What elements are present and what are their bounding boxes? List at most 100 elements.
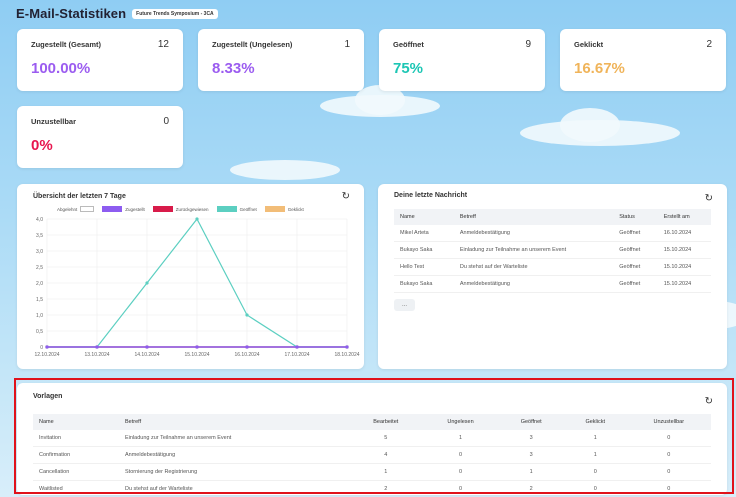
- legend-item[interactable]: Zugestellt: [102, 206, 145, 212]
- table-row[interactable]: Bukayo Saka Einladung zur Teilnahme an u…: [394, 241, 711, 259]
- cell-clicked: 1: [563, 430, 627, 447]
- legend-item[interactable]: Geöffnet: [216, 206, 257, 212]
- line-chart: 0 0,5 1,0 1,5 2,0 2,5 3,0 3,5 4,0 12.10.2024 13.10…: [34, 217, 359, 358]
- table-row[interactable]: Bukayo Saka Anmeldebestätigung Geöffnet …: [394, 275, 711, 293]
- column-header: Erstellt am: [657, 209, 711, 225]
- data-point: [145, 345, 149, 349]
- stat-count: 12: [157, 39, 169, 50]
- data-point: [195, 345, 199, 349]
- column-header: Betreff: [119, 414, 349, 430]
- event-badge: Future Trends Symposium - 3CA: [132, 8, 218, 19]
- legend-swatch: [152, 206, 173, 212]
- cell-unread: 0: [422, 480, 499, 495]
- stat-label: Geöffnet: [393, 40, 424, 49]
- cell-name: Waitlisted: [33, 480, 119, 495]
- cell-name: Invitation: [33, 430, 119, 447]
- column-header: Status: [613, 209, 658, 225]
- cell-unread: 0: [422, 446, 499, 464]
- legend-item[interactable]: Geklickt: [264, 206, 304, 212]
- cloud-decoration: [560, 108, 620, 142]
- x-tick-label: 14.10.2024: [134, 352, 159, 358]
- stat-card-delivered-total: Zugestellt (Gesamt) 12 100.00%: [17, 29, 183, 91]
- y-tick-label: 1,5: [36, 297, 43, 303]
- x-tick-label: 13.10.2024: [84, 352, 109, 358]
- cell-edited: 4: [349, 446, 423, 464]
- stat-value: 100.00%: [31, 60, 91, 77]
- cell-subject: Einladung zur Teilnahme an unserem Event: [453, 241, 614, 259]
- cell-clicked: 1: [563, 446, 627, 464]
- stat-count: 2: [706, 39, 712, 50]
- cell-created: 16.10.2024: [657, 225, 711, 242]
- column-header: Betreff: [453, 209, 614, 225]
- cell-undeliverable: 0: [626, 430, 711, 447]
- column-header: Ungelesen: [422, 414, 499, 430]
- x-tick-label: 12.10.2024: [34, 352, 59, 358]
- cell-edited: 1: [349, 463, 423, 481]
- table-row[interactable]: Waitlisted Du stehst auf der Warteliste …: [33, 480, 711, 495]
- legend-swatch: [216, 206, 237, 212]
- stat-value: 16.67%: [574, 60, 625, 77]
- y-tick-label: 2,5: [36, 265, 43, 271]
- table-row[interactable]: Cancellation Stornierung der Registrieru…: [33, 463, 711, 481]
- data-point: [95, 345, 99, 349]
- x-tick-label: 15.10.2024: [184, 352, 209, 358]
- cell-subject: Anmeldebestätigung: [119, 446, 349, 464]
- y-tick-label: 0: [40, 345, 43, 351]
- cell-name: Cancellation: [33, 463, 119, 481]
- load-more-button[interactable]: ...: [394, 299, 416, 311]
- data-point: [295, 345, 299, 349]
- table-row[interactable]: Mikel Arteta Anmeldebestätigung Geöffnet…: [394, 225, 711, 242]
- stat-card-undeliverable: Unzustellbar 0 0%: [17, 106, 183, 168]
- table-row[interactable]: Invitation Einladung zur Teilnahme an un…: [33, 430, 711, 447]
- data-point: [345, 345, 349, 349]
- stat-label: Unzustellbar: [31, 117, 77, 126]
- stat-count: 1: [344, 39, 350, 50]
- refresh-icon[interactable]: ↻: [704, 193, 713, 204]
- cell-edited: 2: [349, 480, 423, 495]
- latest-messages-panel: Deine letzte Nachricht ↻ Name Betreff St…: [378, 184, 727, 369]
- table-row[interactable]: Confirmation Anmeldebestätigung 4 0 3 1 …: [33, 446, 711, 464]
- cell-status: Geöffnet: [613, 275, 658, 293]
- refresh-icon[interactable]: ↻: [341, 191, 350, 202]
- y-tick-label: 4,0: [36, 217, 43, 223]
- cell-name: Bukayo Saka: [394, 275, 454, 293]
- cell-unread: 0: [422, 463, 499, 481]
- y-tick-label: 3,5: [36, 233, 43, 239]
- cell-subject: Einladung zur Teilnahme an unserem Event: [119, 430, 349, 447]
- cell-name: Hello Test: [394, 258, 454, 276]
- cell-name: Bukayo Saka: [394, 241, 454, 259]
- stat-label: Zugestellt (Ungelesen): [212, 40, 293, 49]
- column-header: Bearbeitet: [349, 414, 423, 430]
- legend-item[interactable]: Zurückgewiesen: [152, 206, 209, 212]
- stat-value: 8.33%: [212, 60, 255, 77]
- cell-undeliverable: 0: [626, 480, 711, 495]
- refresh-icon[interactable]: ↻: [704, 396, 713, 407]
- cell-subject: Du stehst auf der Warteliste: [453, 258, 614, 276]
- cell-name: Mikel Arteta: [394, 225, 454, 242]
- cell-status: Geöffnet: [613, 241, 658, 259]
- y-tick-label: 2,0: [36, 281, 43, 287]
- chart-legend: Abgelehnt Zugestellt Zurückgewiesen Geöf…: [57, 206, 304, 212]
- x-tick-label: 18.10.2024: [334, 352, 359, 358]
- cell-name: Confirmation: [33, 446, 119, 464]
- y-tick-label: 0,5: [36, 329, 43, 335]
- cell-subject: Du stehst auf der Warteliste: [119, 480, 349, 495]
- data-point: [195, 217, 199, 221]
- table-row[interactable]: Hello Test Du stehst auf der Warteliste …: [394, 258, 711, 276]
- cell-created: 15.10.2024: [657, 258, 711, 276]
- cell-undeliverable: 0: [626, 463, 711, 481]
- cell-created: 15.10.2024: [657, 275, 711, 293]
- y-tick-label: 3,0: [36, 249, 43, 255]
- chart-panel-title: Übersicht der letzten 7 Tage: [33, 193, 126, 200]
- x-tick-label: 17.10.2024: [284, 352, 309, 358]
- legend-swatch: [102, 206, 123, 212]
- templates-title: Vorlagen: [33, 393, 63, 400]
- data-point: [245, 313, 249, 317]
- page-title: E-Mail-Statistiken: [16, 6, 127, 21]
- data-point: [45, 345, 49, 349]
- templates-panel: Vorlagen ↻ Name Betreff Bearbeitet Ungel…: [17, 383, 727, 495]
- stat-value: 75%: [393, 60, 424, 77]
- column-header: Geöffnet: [498, 414, 564, 430]
- legend-item[interactable]: Abgelehnt: [57, 206, 95, 212]
- y-tick-label: 1,0: [36, 313, 43, 319]
